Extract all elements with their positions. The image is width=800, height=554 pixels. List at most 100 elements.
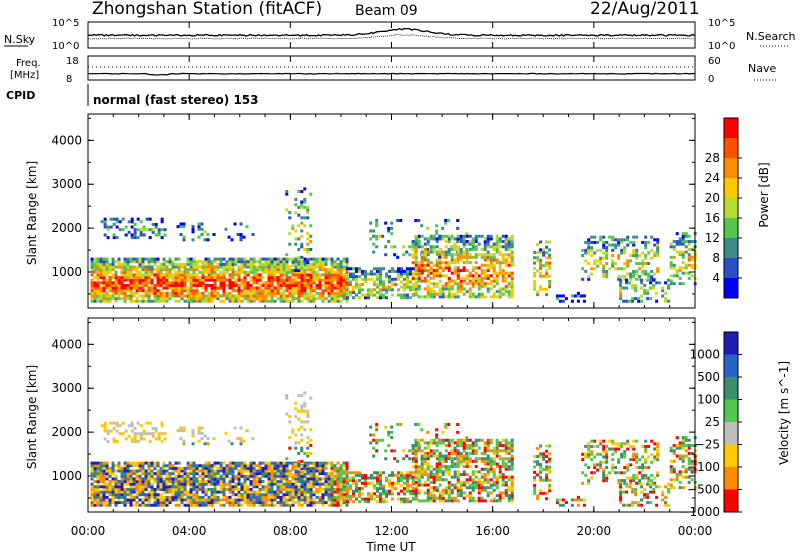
power-cell — [321, 260, 325, 264]
velocity-cell — [456, 457, 460, 461]
velocity-cell — [249, 482, 253, 486]
velocity-cell — [468, 478, 472, 482]
power-cell — [171, 260, 175, 264]
velocity-cell — [375, 438, 379, 442]
velocity-cell — [282, 464, 286, 468]
velocity-cell — [273, 493, 277, 497]
power-cell — [138, 265, 142, 269]
power-cell — [159, 262, 163, 266]
velocity-cell — [225, 472, 229, 476]
power-cell — [303, 291, 307, 295]
velocity-cell — [258, 501, 262, 505]
power-cell — [561, 299, 565, 303]
velocity-cell — [243, 461, 247, 465]
power-cell — [144, 289, 148, 293]
velocity-cell — [141, 469, 145, 473]
velocity-cell — [315, 487, 319, 491]
power-cell — [115, 220, 119, 224]
velocity-cell — [321, 472, 325, 476]
velocity-cell — [375, 476, 379, 480]
velocity-cell — [501, 449, 505, 453]
velocity-cell — [492, 499, 496, 503]
power-cell — [297, 283, 301, 287]
power-cell — [381, 280, 385, 284]
power-cell — [252, 278, 256, 282]
velocity-cell — [602, 460, 606, 464]
velocity-cell — [129, 474, 133, 478]
velocity-cell — [372, 454, 376, 458]
power-cell — [414, 242, 418, 246]
velocity-cell — [468, 483, 472, 487]
velocity-cell — [279, 490, 283, 494]
velocity-cell — [489, 470, 493, 474]
velocity-cell — [186, 461, 190, 465]
power-cell — [306, 283, 310, 287]
velocity-cell — [510, 449, 514, 453]
velocity-cell — [330, 501, 334, 505]
power-cell — [300, 245, 304, 249]
velocity-cell — [539, 455, 543, 459]
velocity-cell — [507, 457, 511, 461]
power-cell — [303, 273, 307, 277]
power-cell — [133, 228, 137, 232]
velocity-cell — [102, 472, 106, 476]
power-cell — [672, 245, 676, 249]
velocity-cell — [237, 503, 241, 507]
velocity-cell — [115, 429, 119, 433]
power-cell — [168, 297, 172, 301]
power-cell — [309, 265, 313, 269]
velocity-cell — [474, 499, 478, 503]
power-cell — [120, 265, 124, 269]
power-cell — [438, 279, 442, 283]
power-cell — [174, 270, 178, 274]
velocity-cell — [596, 463, 600, 467]
power-cell — [228, 283, 232, 287]
velocity-cell — [182, 429, 186, 433]
power-cell — [417, 274, 421, 278]
power-cell — [102, 276, 106, 280]
velocity-cell — [138, 482, 142, 486]
velocity-cell — [168, 495, 172, 499]
power-cell — [471, 276, 475, 280]
power-cell — [297, 213, 301, 217]
power-cell — [294, 270, 298, 274]
velocity-cell — [327, 474, 331, 478]
velocity-cell — [545, 460, 549, 464]
power-cell — [545, 245, 549, 249]
velocity-cell — [396, 459, 400, 463]
velocity-cell — [632, 479, 636, 483]
power-cell — [144, 291, 148, 295]
velocity-cell — [372, 484, 376, 488]
velocity-cell — [504, 451, 508, 455]
velocity-cell — [159, 474, 163, 478]
velocity-cell — [270, 493, 274, 497]
velocity-cell — [102, 498, 106, 502]
velocity-cell — [228, 498, 232, 502]
power-cbar-label: Power [dB] — [757, 162, 771, 227]
velocity-cell — [611, 447, 615, 451]
velocity-cell — [605, 455, 609, 459]
power-cell — [498, 237, 502, 241]
power-cell — [653, 272, 657, 276]
power-cell — [432, 263, 436, 267]
velocity-cell — [539, 452, 543, 456]
power-cell — [336, 278, 340, 282]
velocity-cell — [456, 454, 460, 458]
power-cell — [276, 262, 280, 266]
power-cell — [276, 260, 280, 264]
power-cell — [156, 273, 160, 277]
velocity-cell — [157, 434, 161, 438]
velocity-cell — [276, 490, 280, 494]
velocity-cell — [474, 449, 478, 453]
velocity-cell — [258, 466, 262, 470]
velocity-cell — [195, 466, 199, 470]
power-cell — [477, 279, 481, 283]
power-cell — [640, 278, 644, 282]
power-cell — [195, 278, 199, 282]
velocity-cell — [432, 496, 436, 500]
velocity-cell — [234, 474, 238, 478]
power-cell — [653, 254, 657, 258]
power-cell — [348, 275, 352, 279]
velocity-cell — [372, 487, 376, 491]
power-cell — [414, 269, 418, 273]
